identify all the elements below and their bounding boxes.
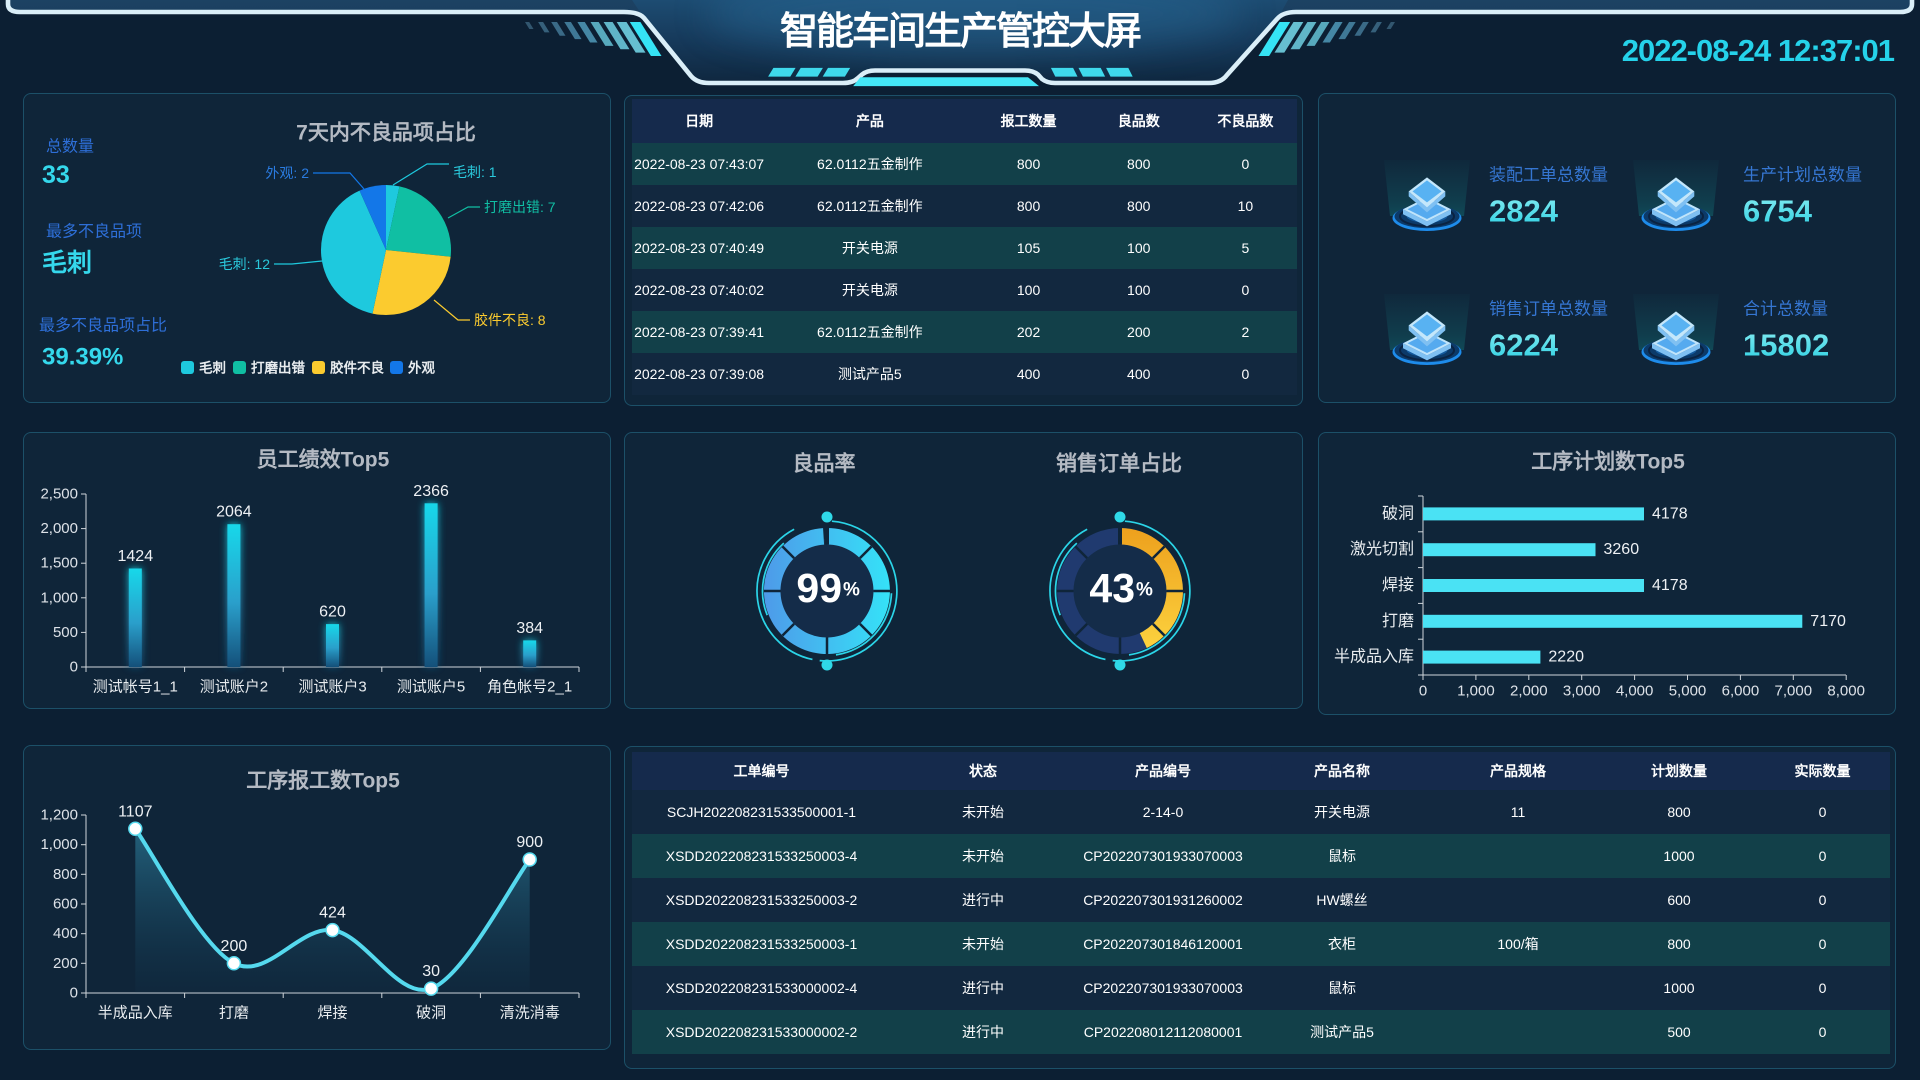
svg-text:工序报工数Top5: 工序报工数Top5 [246, 769, 400, 793]
svg-text:半成品入库: 半成品入库 [1334, 648, 1414, 666]
svg-text:620: 620 [319, 604, 346, 621]
svg-text:39.39%: 39.39% [42, 344, 123, 371]
svg-text:384: 384 [516, 620, 543, 637]
svg-text:2,500: 2,500 [40, 486, 78, 503]
svg-text:2,000: 2,000 [1510, 683, 1548, 700]
svg-text:43: 43 [1089, 565, 1135, 611]
svg-text:15802: 15802 [1743, 328, 1829, 363]
svg-text:测试账户2: 测试账户2 [200, 679, 268, 696]
svg-text:激光切割: 激光切割 [1350, 540, 1414, 558]
svg-text:总数量: 总数量 [46, 138, 94, 156]
svg-text:600: 600 [53, 896, 78, 913]
svg-text:%: % [843, 580, 860, 601]
svg-text:2220: 2220 [1548, 649, 1584, 666]
svg-text:胶件不良: 8: 胶件不良: 8 [474, 312, 546, 328]
svg-text:焊接: 焊接 [1382, 576, 1414, 594]
svg-text:900: 900 [516, 834, 543, 851]
svg-text:30: 30 [422, 963, 440, 980]
svg-text:1,200: 1,200 [40, 807, 78, 824]
svg-text:半成品入库: 半成品入库 [98, 1005, 173, 1022]
svg-text:毛刺: 毛刺 [42, 249, 92, 277]
svg-text:1,000: 1,000 [1457, 683, 1495, 700]
svg-text:最多不良品项: 最多不良品项 [46, 223, 142, 241]
svg-text:胶件不良: 胶件不良 [330, 360, 384, 376]
svg-text:500: 500 [53, 624, 78, 641]
svg-text:%: % [1136, 580, 1153, 601]
svg-text:员工绩效Top5: 员工绩效Top5 [257, 448, 390, 472]
svg-text:3,000: 3,000 [1563, 683, 1601, 700]
svg-text:焊接: 焊接 [317, 1005, 347, 1022]
svg-text:2824: 2824 [1489, 194, 1559, 229]
svg-text:7天内不良品项占比: 7天内不良品项占比 [296, 121, 476, 145]
svg-text:打磨: 打磨 [219, 1005, 249, 1022]
svg-text:合计总数量: 合计总数量 [1743, 300, 1828, 319]
svg-text:3260: 3260 [1604, 541, 1640, 558]
svg-text:破洞: 破洞 [1382, 504, 1414, 522]
svg-text:6754: 6754 [1743, 194, 1813, 229]
svg-text:清洗消毒: 清洗消毒 [500, 1005, 560, 1022]
svg-text:销售订单总数量: 销售订单总数量 [1489, 300, 1608, 319]
svg-text:6224: 6224 [1489, 328, 1559, 363]
svg-text:最多不良品项占比: 最多不良品项占比 [39, 317, 167, 335]
svg-text:1424: 1424 [118, 548, 154, 565]
svg-text:销售订单占比: 销售订单占比 [1056, 452, 1182, 476]
svg-text:生产计划总数量: 生产计划总数量 [1743, 166, 1862, 185]
svg-text:0: 0 [70, 659, 78, 676]
svg-text:4178: 4178 [1652, 577, 1688, 594]
svg-text:2366: 2366 [413, 483, 449, 500]
svg-text:4,000: 4,000 [1616, 683, 1654, 700]
svg-text:800: 800 [53, 866, 78, 883]
svg-text:8,000: 8,000 [1827, 683, 1865, 700]
svg-text:打磨出错: 7: 打磨出错: 7 [484, 199, 556, 215]
svg-text:打磨: 打磨 [1382, 612, 1414, 630]
svg-text:外观: 2: 外观: 2 [265, 165, 309, 181]
svg-text:1,000: 1,000 [40, 589, 78, 606]
svg-text:良品率: 良品率 [793, 452, 856, 476]
svg-text:测试账户5: 测试账户5 [397, 679, 465, 696]
svg-text:0: 0 [1419, 683, 1427, 700]
svg-text:0: 0 [70, 985, 78, 1002]
svg-text:33: 33 [42, 161, 70, 189]
svg-text:毛刺: 12: 毛刺: 12 [219, 256, 271, 272]
svg-text:智能车间生产管控大屏: 智能车间生产管控大屏 [780, 11, 1141, 53]
svg-text:1,500: 1,500 [40, 555, 78, 572]
svg-text:测试帐号1_1: 测试帐号1_1 [93, 679, 178, 696]
svg-text:角色帐号2_1: 角色帐号2_1 [487, 679, 572, 696]
svg-text:400: 400 [53, 925, 78, 942]
svg-text:外观: 外观 [408, 360, 435, 376]
svg-text:2064: 2064 [216, 504, 252, 521]
svg-text:1,000: 1,000 [40, 836, 78, 853]
svg-text:测试账户3: 测试账户3 [298, 679, 366, 696]
svg-text:工序计划数Top5: 工序计划数Top5 [1531, 450, 1685, 474]
svg-text:200: 200 [53, 955, 78, 972]
svg-text:2,000: 2,000 [40, 520, 78, 537]
svg-text:424: 424 [319, 905, 346, 922]
svg-text:99: 99 [796, 565, 842, 611]
svg-text:4178: 4178 [1652, 505, 1688, 522]
svg-text:5,000: 5,000 [1669, 683, 1707, 700]
svg-text:装配工单总数量: 装配工单总数量 [1489, 166, 1608, 185]
svg-text:200: 200 [221, 938, 248, 955]
svg-text:毛刺: 毛刺 [199, 360, 226, 376]
svg-text:打磨出错: 打磨出错 [251, 360, 305, 376]
svg-text:6,000: 6,000 [1722, 683, 1760, 700]
svg-text:7170: 7170 [1810, 613, 1846, 630]
svg-text:毛刺: 1: 毛刺: 1 [453, 164, 497, 180]
svg-text:破洞: 破洞 [416, 1005, 446, 1022]
svg-text:1107: 1107 [118, 803, 153, 820]
svg-text:7,000: 7,000 [1775, 683, 1813, 700]
